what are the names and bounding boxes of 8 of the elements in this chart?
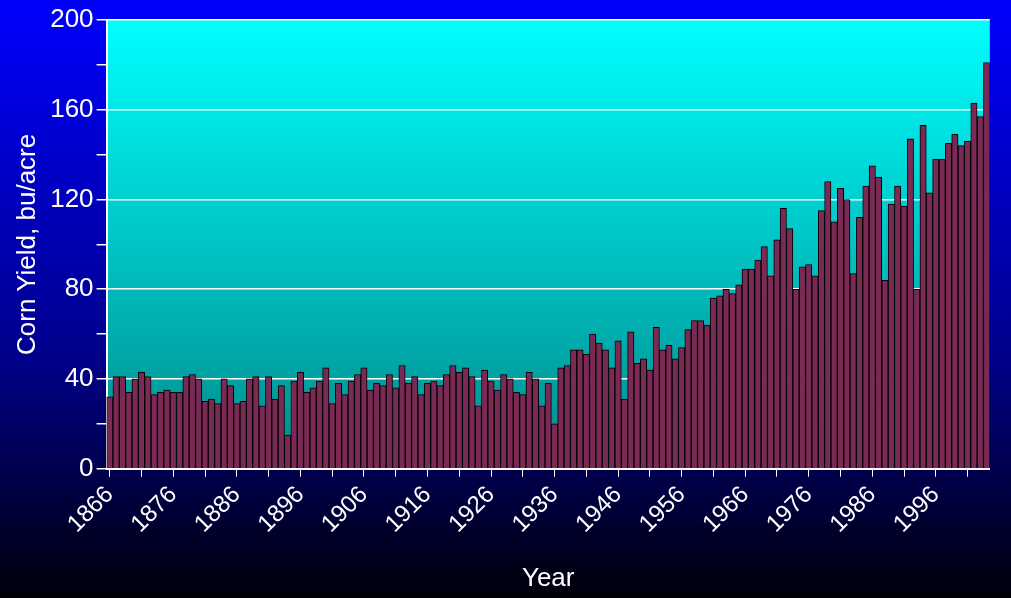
y-tick-label: 200 bbox=[50, 3, 94, 34]
y-axis-title: Corn Yield, bu/acre bbox=[10, 133, 41, 355]
y-tick-label: 160 bbox=[50, 92, 94, 123]
y-tick-label: 0 bbox=[79, 451, 94, 482]
y-tick-label: 120 bbox=[50, 182, 94, 213]
x-axis-title: Year bbox=[521, 561, 575, 592]
y-tick-label: 40 bbox=[64, 362, 94, 393]
y-tick-label: 80 bbox=[64, 272, 94, 303]
